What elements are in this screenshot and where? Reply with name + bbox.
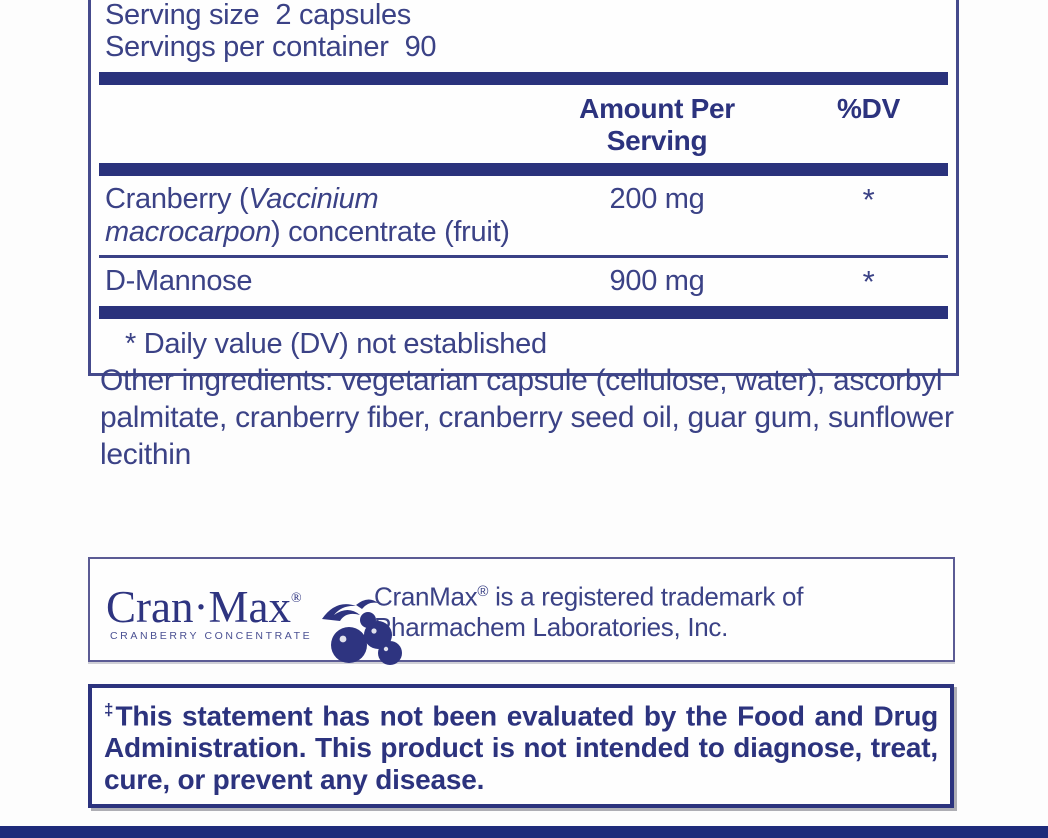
servings-per-container-line: Servings per container 90: [97, 31, 950, 63]
ingredient-name-post: ) concentrate (fruit): [270, 216, 510, 248]
cranmax-logo-title: Cran·Max®: [106, 577, 338, 632]
amount-per-serving-header: Amount Per Serving: [579, 93, 735, 156]
ingredient-dv: *: [862, 264, 875, 299]
ingredient-amount: 900 mg: [609, 265, 705, 297]
divider-bar-bottom: [99, 306, 948, 319]
fda-disclaimer-body: This statement has not been evaluated by…: [104, 700, 938, 796]
fda-disclaimer-box: ‡This statement has not been evaluated b…: [88, 684, 954, 809]
cranmax-trademark-box: Cran·Max® CRANBERRY CONCENTRATE: [88, 557, 955, 665]
other-ingredients-text: Other ingredients: vegetarian capsule (c…: [100, 364, 954, 471]
ingredient-row-cranberry: Cranberry (Vaccinium macrocarpon) concen…: [97, 176, 950, 255]
servings-per-container-value: 90: [404, 31, 437, 63]
cranmax-logo-subtitle: CRANBERRY CONCENTRATE: [110, 630, 313, 642]
ingredient-dv: *: [862, 182, 875, 217]
trademark-text: CranMax® is a registered trademark of Ph…: [374, 576, 803, 644]
serving-size-value: 2 capsules: [275, 0, 412, 31]
registered-mark: ®: [477, 582, 489, 600]
ingredient-amount: 200 mg: [609, 183, 705, 215]
trademark-line1: CranMax® is a registered trademark of: [374, 576, 803, 613]
supplement-facts-panel: Serving size 2 capsules Servings per cont…: [88, 0, 959, 376]
row-separator: [99, 255, 948, 258]
cranberries-icon: [322, 599, 402, 665]
cranmax-logo: Cran·Max® CRANBERRY CONCENTRATE: [106, 577, 402, 665]
ingredient-name-scientific: Vaccinium macrocarpon: [105, 183, 379, 248]
double-dagger-mark: ‡: [104, 700, 116, 719]
bottom-accent-bar: [0, 826, 1048, 838]
ingredient-name: Cranberry (Vaccinium macrocarpon) concen…: [97, 183, 527, 249]
divider-bar-top: [99, 72, 948, 85]
ingredient-name: D-Mannose: [105, 265, 253, 297]
ingredient-row-dmannose: D-Mannose 900 mg *: [97, 258, 950, 304]
serving-size-line: Serving size 2 capsules: [97, 0, 950, 31]
fda-disclaimer-text: ‡This statement has not been evaluated b…: [104, 694, 938, 796]
facts-header-row: Amount Per Serving %DV: [97, 85, 950, 163]
trademark-line2: Pharmachem Laboratories, Inc.: [374, 612, 729, 643]
servings-per-container-label: Servings per container: [105, 31, 389, 63]
trademark-line1-rest: is a registered trademark of: [488, 581, 804, 612]
registered-mark: ®: [290, 591, 302, 606]
divider-bar-header: [99, 163, 948, 176]
serving-size-label: Serving size: [105, 0, 260, 31]
dv-footnote: * Daily value (DV) not established: [125, 328, 547, 360]
cranmax-logo-text: Cran·Max: [106, 582, 291, 632]
trademark-brand: CranMax: [374, 581, 478, 612]
ingredient-name-pre: Cranberry (: [105, 183, 249, 215]
percent-dv-header: %DV: [837, 93, 900, 124]
